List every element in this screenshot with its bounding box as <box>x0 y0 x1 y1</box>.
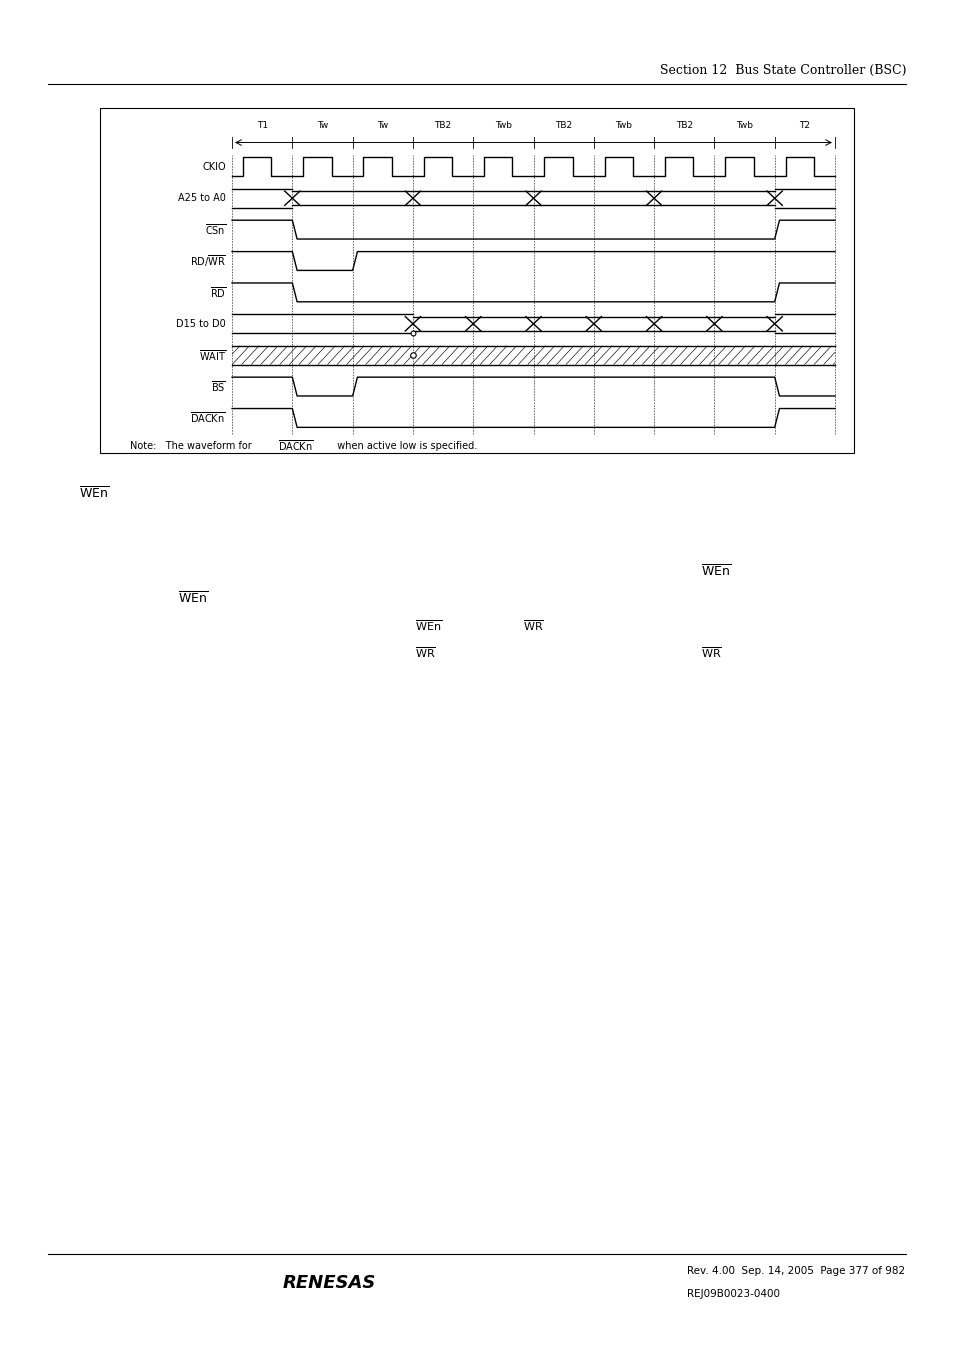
Text: $\overline{\rm RD}$: $\overline{\rm RD}$ <box>210 285 226 300</box>
Text: A25 to A0: A25 to A0 <box>178 193 226 203</box>
Text: RENESAS: RENESAS <box>282 1274 375 1293</box>
Text: T2: T2 <box>799 120 809 130</box>
Text: $\overline{\rm WR}$: $\overline{\rm WR}$ <box>522 619 543 632</box>
Bar <box>100 108 853 453</box>
Text: Note:   The waveform for: Note: The waveform for <box>131 440 258 451</box>
Text: Tw: Tw <box>316 120 328 130</box>
Text: TB2: TB2 <box>555 120 572 130</box>
Text: Rev. 4.00  Sep. 14, 2005  Page 377 of 982: Rev. 4.00 Sep. 14, 2005 Page 377 of 982 <box>686 1266 904 1277</box>
Text: $\overline{\rm WEn}$: $\overline{\rm WEn}$ <box>178 590 209 607</box>
Text: RD/$\overline{\rm WR}$: RD/$\overline{\rm WR}$ <box>190 253 226 269</box>
Text: when active low is specified.: when active low is specified. <box>331 440 476 451</box>
Text: $\overline{\rm DACKn}$: $\overline{\rm DACKn}$ <box>191 411 226 426</box>
Text: TB2: TB2 <box>675 120 692 130</box>
Text: $\overline{\rm WEn}$: $\overline{\rm WEn}$ <box>415 619 441 632</box>
Text: $\overline{\rm WEn}$: $\overline{\rm WEn}$ <box>700 563 731 580</box>
Text: Section 12  Bus State Controller (BSC): Section 12 Bus State Controller (BSC) <box>659 63 905 77</box>
Text: Twb: Twb <box>736 120 752 130</box>
Text: D15 to D0: D15 to D0 <box>176 319 226 328</box>
Text: $\overline{\rm WAIT}$: $\overline{\rm WAIT}$ <box>198 347 226 362</box>
Text: $\overline{\rm DACKn}$: $\overline{\rm DACKn}$ <box>278 438 314 453</box>
Text: Tw: Tw <box>376 120 388 130</box>
Text: Twb: Twb <box>495 120 512 130</box>
Text: $\overline{\rm CSn}$: $\overline{\rm CSn}$ <box>205 222 226 236</box>
Text: $\overline{\rm WR}$: $\overline{\rm WR}$ <box>700 646 721 659</box>
Text: $\overline{\rm WEn}$: $\overline{\rm WEn}$ <box>79 485 110 501</box>
Text: Twb: Twb <box>615 120 632 130</box>
Text: $\overline{\rm BS}$: $\overline{\rm BS}$ <box>211 380 226 394</box>
Text: T1: T1 <box>256 120 268 130</box>
Text: TB2: TB2 <box>434 120 451 130</box>
Text: $\overline{\rm WR}$: $\overline{\rm WR}$ <box>415 646 436 659</box>
Text: CKIO: CKIO <box>202 162 226 172</box>
Text: REJ09B0023-0400: REJ09B0023-0400 <box>686 1289 779 1300</box>
